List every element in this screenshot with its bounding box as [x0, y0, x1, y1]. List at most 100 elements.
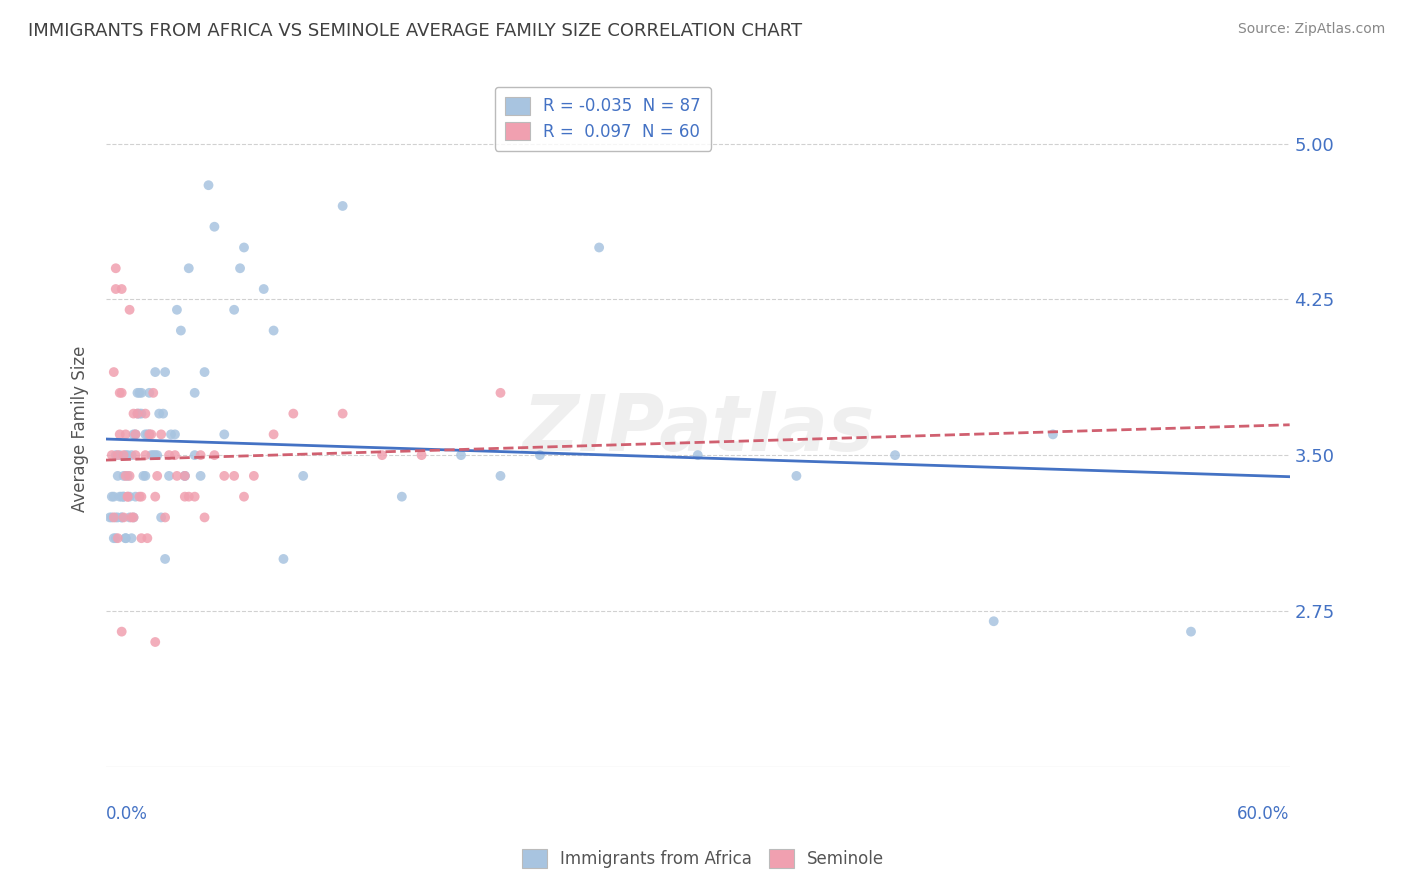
Point [118, 302, 141, 317]
Point [170, 324, 193, 338]
Point [138, 427, 160, 442]
Point [173, 469, 195, 483]
Point [124, 427, 146, 442]
Point [134, 407, 156, 421]
Point [132, 469, 155, 483]
Point [101, 510, 124, 524]
Point [136, 531, 159, 545]
Point [214, 427, 236, 442]
Point [131, 407, 153, 421]
Point [166, 302, 188, 317]
Point [204, 219, 226, 234]
Point [183, 490, 205, 504]
Point [122, 427, 145, 442]
Point [148, 407, 170, 421]
Point [224, 302, 246, 317]
Point [138, 385, 160, 400]
Y-axis label: Average Family Size: Average Family Size [72, 346, 89, 512]
Point [114, 427, 136, 442]
Point [190, 469, 212, 483]
Point [121, 510, 143, 524]
Point [163, 427, 186, 442]
Point [214, 469, 236, 483]
Point [193, 365, 215, 379]
Point [263, 324, 285, 338]
Point [173, 469, 195, 483]
Text: ZIPatlas: ZIPatlas [522, 392, 875, 467]
Point [141, 427, 163, 442]
Point [127, 407, 149, 421]
Point [142, 385, 165, 400]
Point [983, 614, 1005, 628]
Point [112, 448, 135, 462]
Text: 60.0%: 60.0% [1237, 805, 1289, 823]
Point [114, 531, 136, 545]
Point [98, 510, 121, 524]
Point [122, 510, 145, 524]
Point [103, 365, 125, 379]
Point [111, 385, 134, 400]
Point [160, 427, 183, 442]
Point [111, 282, 134, 296]
Point [1042, 427, 1064, 442]
Point [128, 385, 150, 400]
Point [152, 407, 174, 421]
Point [153, 365, 176, 379]
Point [177, 261, 200, 276]
Point [173, 469, 195, 483]
Point [253, 282, 276, 296]
Point [134, 448, 156, 462]
Point [111, 510, 134, 524]
Point [118, 490, 141, 504]
Point [190, 448, 212, 462]
Point [157, 469, 180, 483]
Point [332, 199, 354, 213]
Point [150, 510, 173, 524]
Point [128, 407, 150, 421]
Point [166, 469, 188, 483]
Text: IMMIGRANTS FROM AFRICA VS SEMINOLE AVERAGE FAMILY SIZE CORRELATION CHART: IMMIGRANTS FROM AFRICA VS SEMINOLE AVERA… [28, 22, 803, 40]
Point [173, 490, 195, 504]
Point [183, 385, 205, 400]
Point [117, 469, 139, 483]
Point [143, 365, 166, 379]
Point [146, 469, 169, 483]
Point [104, 510, 127, 524]
Point [292, 469, 315, 483]
Point [117, 448, 139, 462]
Point [107, 510, 129, 524]
Point [107, 469, 129, 483]
Point [107, 531, 129, 545]
Point [233, 240, 256, 254]
Point [104, 448, 127, 462]
Point [124, 448, 146, 462]
Point [121, 531, 143, 545]
Text: Source: ZipAtlas.com: Source: ZipAtlas.com [1237, 22, 1385, 37]
Point [143, 635, 166, 649]
Point [273, 552, 295, 566]
Point [529, 448, 551, 462]
Point [141, 448, 163, 462]
Point [114, 469, 136, 483]
Point [136, 427, 159, 442]
Point [263, 427, 285, 442]
Point [131, 531, 153, 545]
Point [150, 427, 173, 442]
Point [104, 282, 127, 296]
Point [122, 407, 145, 421]
Point [117, 490, 139, 504]
Point [104, 531, 127, 545]
Point [114, 531, 136, 545]
Legend: R = -0.035  N = 87, R =  0.097  N = 60: R = -0.035 N = 87, R = 0.097 N = 60 [495, 87, 711, 151]
Point [117, 490, 139, 504]
Point [103, 531, 125, 545]
Point [146, 448, 169, 462]
Point [233, 490, 256, 504]
Point [124, 490, 146, 504]
Point [785, 469, 807, 483]
Point [193, 510, 215, 524]
Point [391, 490, 413, 504]
Point [371, 448, 394, 462]
Point [134, 469, 156, 483]
Point [134, 427, 156, 442]
